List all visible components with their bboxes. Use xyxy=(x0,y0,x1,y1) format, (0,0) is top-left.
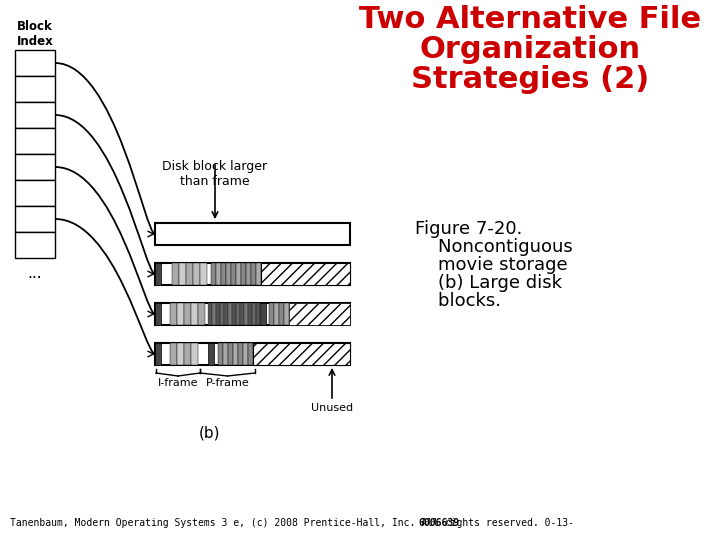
Bar xyxy=(261,263,350,285)
Bar xyxy=(218,343,223,365)
Bar xyxy=(15,180,55,206)
Bar xyxy=(256,263,261,285)
Text: Strategies (2): Strategies (2) xyxy=(411,65,649,94)
Text: (b): (b) xyxy=(199,425,221,440)
Text: blocks.: blocks. xyxy=(415,292,501,310)
Bar xyxy=(243,343,248,365)
Bar xyxy=(246,263,251,285)
Bar xyxy=(221,263,226,285)
Bar xyxy=(232,303,236,325)
Bar xyxy=(269,303,274,325)
Text: ...: ... xyxy=(27,266,42,281)
Bar xyxy=(15,50,55,76)
Bar xyxy=(238,343,243,365)
Bar xyxy=(260,303,266,325)
Bar xyxy=(226,263,231,285)
Bar xyxy=(184,343,191,365)
Bar xyxy=(179,263,186,285)
Bar xyxy=(184,303,191,325)
Bar xyxy=(284,303,289,325)
Bar xyxy=(244,303,248,325)
Bar xyxy=(155,263,350,285)
Bar xyxy=(231,263,236,285)
Bar xyxy=(15,128,55,154)
Bar xyxy=(274,303,279,325)
Text: Block
Index: Block Index xyxy=(17,20,53,48)
Bar xyxy=(236,303,240,325)
Bar xyxy=(177,343,184,365)
Text: Figure 7-20.: Figure 7-20. xyxy=(415,220,523,238)
Text: Disk block larger
than frame: Disk block larger than frame xyxy=(163,160,268,188)
Bar xyxy=(15,76,55,102)
Bar xyxy=(186,263,193,285)
Bar xyxy=(177,303,184,325)
Bar xyxy=(253,343,350,365)
Text: P-frame: P-frame xyxy=(206,378,249,388)
Bar xyxy=(248,343,253,365)
Text: 6006639: 6006639 xyxy=(418,518,459,528)
Bar xyxy=(155,343,350,365)
Text: Organization: Organization xyxy=(420,35,641,64)
Text: Unused: Unused xyxy=(311,403,353,413)
Text: Noncontiguous: Noncontiguous xyxy=(415,238,572,256)
Bar xyxy=(191,343,198,365)
Bar xyxy=(212,303,216,325)
Bar xyxy=(15,206,55,232)
Bar xyxy=(193,263,200,285)
Text: I-frame: I-frame xyxy=(158,378,198,388)
Bar xyxy=(155,303,350,325)
Bar xyxy=(216,263,221,285)
Bar xyxy=(236,263,241,285)
Bar xyxy=(172,263,179,285)
Bar xyxy=(220,303,224,325)
Text: (b) Large disk: (b) Large disk xyxy=(415,274,562,292)
Bar xyxy=(224,303,228,325)
Bar xyxy=(200,263,207,285)
Bar xyxy=(279,303,284,325)
Bar xyxy=(251,263,256,285)
Text: Tanenbaum, Modern Operating Systems 3 e, (c) 2008 Prentice-Hall, Inc. All rights: Tanenbaum, Modern Operating Systems 3 e,… xyxy=(10,518,574,528)
Bar xyxy=(228,303,232,325)
Bar xyxy=(233,343,238,365)
Bar xyxy=(191,303,198,325)
Bar xyxy=(240,303,244,325)
Bar xyxy=(248,303,252,325)
Bar xyxy=(155,223,350,245)
Bar xyxy=(241,263,246,285)
Bar xyxy=(223,343,228,365)
Bar xyxy=(208,343,214,365)
Bar xyxy=(15,154,55,180)
Bar xyxy=(155,303,161,325)
Bar xyxy=(170,343,177,365)
Bar xyxy=(198,303,205,325)
Bar xyxy=(211,263,216,285)
Bar xyxy=(216,303,220,325)
Bar xyxy=(15,232,55,258)
Bar xyxy=(252,303,256,325)
Text: Two Alternative File: Two Alternative File xyxy=(359,5,701,34)
Text: movie storage: movie storage xyxy=(415,256,567,274)
Bar xyxy=(256,303,260,325)
Bar xyxy=(155,343,161,365)
Bar xyxy=(15,102,55,128)
Bar xyxy=(289,303,350,325)
Bar xyxy=(155,263,161,285)
Bar xyxy=(170,303,177,325)
Bar xyxy=(208,303,212,325)
Bar xyxy=(228,343,233,365)
